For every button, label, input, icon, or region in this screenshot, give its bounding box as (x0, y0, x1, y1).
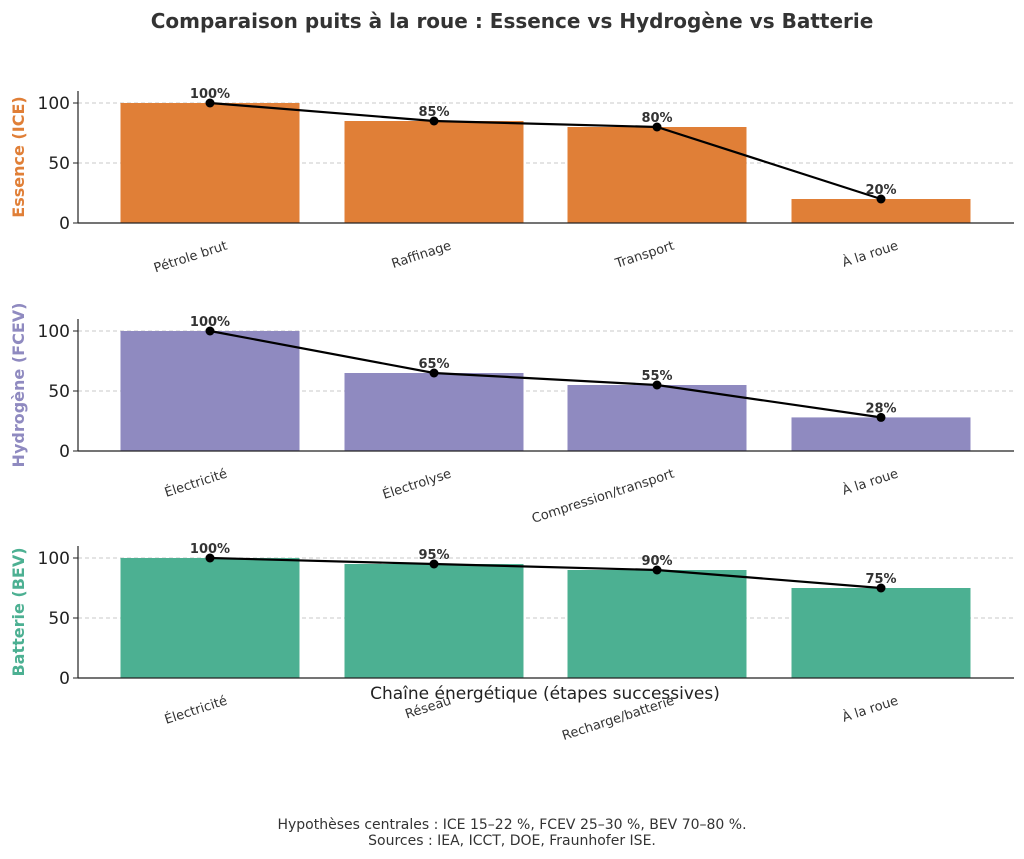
y-tick-label: 50 (48, 382, 70, 402)
y-tick-label: 0 (59, 669, 70, 689)
data-label: 55% (641, 369, 672, 384)
y-tick-label: 50 (48, 609, 70, 629)
x-tick-label: Pétrole brut (152, 239, 229, 277)
x-tick-label: À la roue (840, 238, 900, 271)
y-axis-label: Hydrogène (FCEV) (9, 303, 28, 468)
line-marker (652, 122, 662, 132)
bar (567, 127, 747, 223)
bar (344, 564, 524, 678)
line-marker (876, 583, 886, 593)
line-marker (429, 559, 439, 569)
panels: 0 50 100 100% 85% 80% 20% Pétrole brut Raffinage… (9, 87, 1014, 744)
x-tick-label: Compression/transport (530, 467, 676, 527)
panel-2: 0 50 100 100% 65% 55% 28% Électricité Électrolys… (9, 303, 1014, 527)
data-label: 100% (190, 542, 230, 557)
y-axis-label: Essence (ICE) (9, 96, 28, 217)
y-tick-label: 100 (38, 94, 70, 114)
x-tick-label: À la roue (840, 693, 900, 726)
bar (344, 373, 524, 451)
bar (344, 121, 524, 223)
y-axis-label: Batterie (BEV) (9, 547, 28, 676)
data-label: 100% (190, 315, 230, 330)
line-marker (876, 194, 886, 204)
bar (567, 570, 747, 678)
x-tick-label: À la roue (840, 466, 900, 499)
x-axis-label: Chaîne énergétique (étapes successives) (370, 684, 720, 704)
data-label: 75% (865, 572, 896, 587)
bar (567, 385, 747, 451)
y-tick-label: 50 (48, 154, 70, 174)
footnote-line-1: Hypothèses centrales : ICE 15–22 %, FCEV… (277, 817, 746, 833)
data-label: 28% (865, 401, 896, 416)
data-label: 80% (641, 111, 672, 126)
line-marker (429, 116, 439, 126)
panel-1: 0 50 100 100% 85% 80% 20% Pétrole brut Raffinage… (9, 87, 1014, 276)
footnote-line-2: Sources : IEA, ICCT, DOE, Fraunhofer ISE… (368, 833, 656, 849)
data-label: 20% (865, 183, 896, 198)
y-tick-label: 100 (38, 322, 70, 342)
y-tick-label: 0 (59, 214, 70, 234)
line-marker (205, 98, 215, 108)
x-tick-label: Électricité (163, 466, 230, 501)
line-marker (652, 565, 662, 575)
bar (791, 417, 971, 451)
line-marker (876, 412, 886, 422)
line-marker (205, 326, 215, 336)
chart-title: Comparaison puits à la roue : Essence vs… (151, 9, 874, 33)
data-label: 90% (641, 554, 672, 569)
x-tick-label: Électrolyse (381, 466, 454, 503)
bar (120, 558, 300, 678)
bar (120, 103, 300, 223)
x-tick-label: Raffinage (390, 239, 453, 272)
data-label: 100% (190, 87, 230, 102)
x-tick-label: Électricité (163, 693, 230, 728)
x-tick-label: Transport (613, 239, 677, 272)
data-label: 65% (418, 357, 449, 372)
overlay-line (209, 329, 882, 419)
bar (791, 588, 971, 678)
y-tick-label: 100 (38, 549, 70, 569)
overlay-line (209, 556, 882, 590)
data-label: 85% (418, 105, 449, 120)
line-marker (205, 553, 215, 563)
bar (120, 331, 300, 451)
y-tick-label: 0 (59, 442, 70, 462)
data-label: 95% (418, 548, 449, 563)
line-marker (652, 380, 662, 390)
overlay-line (209, 101, 882, 201)
line-marker (429, 368, 439, 378)
